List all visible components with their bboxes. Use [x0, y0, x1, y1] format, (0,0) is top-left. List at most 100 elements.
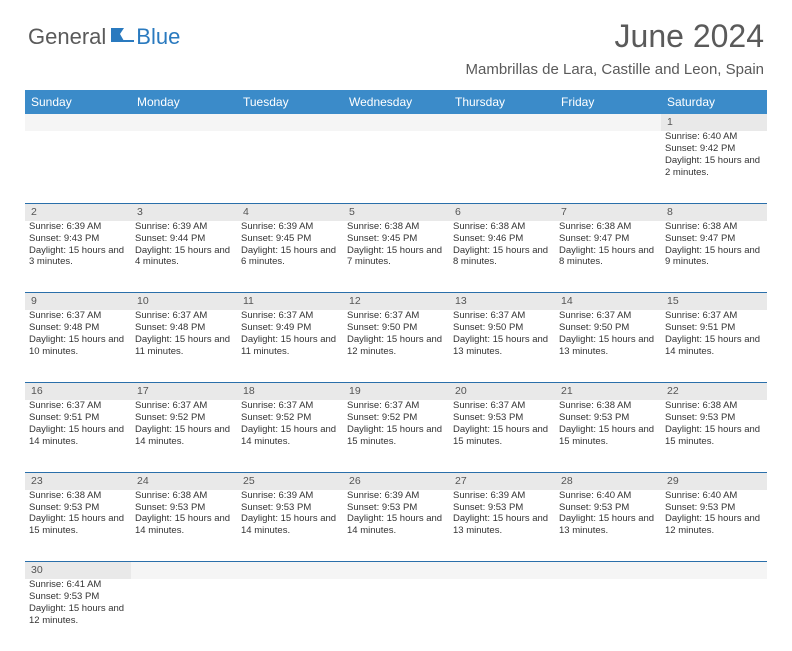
day-number-cell [131, 562, 237, 580]
sunset-line: Sunset: 9:50 PM [453, 322, 551, 334]
sunset-line: Sunset: 9:53 PM [29, 591, 127, 603]
day-detail-cell: Sunrise: 6:39 AMSunset: 9:44 PMDaylight:… [131, 221, 237, 293]
day-detail-row: Sunrise: 6:37 AMSunset: 9:51 PMDaylight:… [25, 400, 767, 472]
day-detail-cell: Sunrise: 6:41 AMSunset: 9:53 PMDaylight:… [25, 579, 131, 651]
day-number-cell [131, 114, 237, 131]
daylight-line: Daylight: 15 hours and 11 minutes. [135, 334, 233, 358]
day-number-cell: 27 [449, 472, 555, 490]
sunrise-line: Sunrise: 6:37 AM [347, 310, 445, 322]
daylight-line: Daylight: 15 hours and 9 minutes. [665, 245, 763, 269]
daylight-line: Daylight: 15 hours and 15 minutes. [347, 424, 445, 448]
sunrise-line: Sunrise: 6:39 AM [135, 221, 233, 233]
day-detail-cell: Sunrise: 6:40 AMSunset: 9:53 PMDaylight:… [555, 490, 661, 562]
daylight-line: Daylight: 15 hours and 7 minutes. [347, 245, 445, 269]
day-detail-cell: Sunrise: 6:40 AMSunset: 9:53 PMDaylight:… [661, 490, 767, 562]
weekday-header: Monday [131, 90, 237, 114]
day-number-cell: 9 [25, 293, 131, 311]
sunrise-line: Sunrise: 6:39 AM [347, 490, 445, 502]
day-detail-cell: Sunrise: 6:38 AMSunset: 9:53 PMDaylight:… [555, 400, 661, 472]
day-detail-cell [237, 579, 343, 651]
daylight-line: Daylight: 15 hours and 12 minutes. [347, 334, 445, 358]
sunrise-line: Sunrise: 6:40 AM [665, 490, 763, 502]
day-number-cell: 15 [661, 293, 767, 311]
weekday-header: Sunday [25, 90, 131, 114]
daylight-line: Daylight: 15 hours and 14 minutes. [29, 424, 127, 448]
sunset-line: Sunset: 9:53 PM [29, 502, 127, 514]
day-detail-cell: Sunrise: 6:37 AMSunset: 9:50 PMDaylight:… [343, 310, 449, 382]
day-number-cell: 13 [449, 293, 555, 311]
day-detail-cell: Sunrise: 6:39 AMSunset: 9:45 PMDaylight:… [237, 221, 343, 293]
day-number-row: 9101112131415 [25, 293, 767, 311]
day-detail-row: Sunrise: 6:38 AM Sunset: 9:53 PM Daylight:… [25, 490, 767, 562]
day-number-cell: 7 [555, 203, 661, 221]
day-number-cell: 12 [343, 293, 449, 311]
day-detail-cell: Sunrise: 6:37 AMSunset: 9:50 PMDaylight:… [555, 310, 661, 382]
day-detail-cell [343, 131, 449, 203]
day-detail-row: Sunrise: 6:37 AMSunset: 9:48 PMDaylight:… [25, 310, 767, 382]
day-detail-cell: Sunrise: 6:38 AMSunset: 9:45 PMDaylight:… [343, 221, 449, 293]
day-number-cell: 3 [131, 203, 237, 221]
day-number-cell [449, 562, 555, 580]
day-number-cell: 5 [343, 203, 449, 221]
weekday-header: Friday [555, 90, 661, 114]
weekday-header: Tuesday [237, 90, 343, 114]
sunrise-line: Sunrise: 6:38 AM [559, 221, 657, 233]
day-detail-row: Sunrise: 6:41 AMSunset: 9:53 PMDaylight:… [25, 579, 767, 651]
daylight-line: Daylight: 15 hours and 13 minutes. [453, 513, 551, 537]
day-number-cell: 28 [555, 472, 661, 490]
day-number-cell: 4 [237, 203, 343, 221]
day-detail-cell: Sunrise: 6:37 AMSunset: 9:49 PMDaylight:… [237, 310, 343, 382]
sunset-line: Sunset: 9:48 PM [135, 322, 233, 334]
sunset-line: Sunset: 9:52 PM [241, 412, 339, 424]
sunset-line: Sunset: 9:51 PM [665, 322, 763, 334]
sunrise-line: Sunrise: 6:37 AM [559, 310, 657, 322]
day-detail-cell: Sunrise: 6:38 AMSunset: 9:53 PMDaylight:… [25, 490, 131, 562]
day-number-cell: 14 [555, 293, 661, 311]
day-detail-cell: Sunrise: 6:38 AMSunset: 9:46 PMDaylight:… [449, 221, 555, 293]
sunset-line: Sunset: 9:53 PM [665, 412, 763, 424]
day-number-cell: 26 [343, 472, 449, 490]
day-detail-cell [661, 579, 767, 651]
logo: General Blue [28, 18, 180, 50]
day-number-cell: 16 [25, 382, 131, 400]
day-number-cell: 2 [25, 203, 131, 221]
sunrise-line: Sunrise: 6:40 AM [665, 131, 763, 143]
daylight-line: Daylight: 15 hours and 12 minutes. [665, 513, 763, 537]
day-detail-cell [449, 579, 555, 651]
day-detail-cell: Sunrise: 6:37 AMSunset: 9:52 PMDaylight:… [237, 400, 343, 472]
sunset-line: Sunset: 9:42 PM [665, 143, 763, 155]
day-number-cell: 10 [131, 293, 237, 311]
sunrise-line: Sunrise: 6:38 AM [347, 221, 445, 233]
day-detail-cell: Sunrise: 6:37 AMSunset: 9:53 PMDaylight:… [449, 400, 555, 472]
sunset-line: Sunset: 9:52 PM [347, 412, 445, 424]
day-number-cell: 23 [25, 472, 131, 490]
daylight-line: Daylight: 15 hours and 10 minutes. [29, 334, 127, 358]
day-number-row: 1 [25, 114, 767, 131]
day-detail-cell: Sunrise: 6:38 AMSunset: 9:47 PMDaylight:… [555, 221, 661, 293]
day-number-cell [343, 114, 449, 131]
day-number-cell [343, 562, 449, 580]
daylight-line: Daylight: 15 hours and 15 minutes. [453, 424, 551, 448]
day-detail-cell: Sunrise: 6:37 AMSunset: 9:52 PMDaylight:… [343, 400, 449, 472]
sunset-line: Sunset: 9:48 PM [29, 322, 127, 334]
sunrise-line: Sunrise: 6:40 AM [559, 490, 657, 502]
sunrise-line: Sunrise: 6:37 AM [241, 310, 339, 322]
sunset-line: Sunset: 9:52 PM [135, 412, 233, 424]
sunrise-line: Sunrise: 6:37 AM [665, 310, 763, 322]
location-subtitle: Mambrillas de Lara, Castille and Leon, S… [466, 61, 765, 78]
daylight-line: Daylight: 15 hours and 3 minutes. [29, 245, 127, 269]
day-detail-cell: Sunrise: 6:37 AMSunset: 9:51 PMDaylight:… [661, 310, 767, 382]
day-detail-cell: Sunrise: 6:37 AMSunset: 9:52 PMDaylight:… [131, 400, 237, 472]
sunset-line: Sunset: 9:47 PM [559, 233, 657, 245]
sunset-line: Sunset: 9:43 PM [29, 233, 127, 245]
daylight-line: Daylight: 15 hours and 14 minutes. [135, 513, 233, 537]
day-detail-cell: Sunrise: 6:38 AMSunset: 9:53 PMDaylight:… [131, 490, 237, 562]
day-detail-cell [343, 579, 449, 651]
day-detail-cell [555, 131, 661, 203]
day-detail-cell [237, 131, 343, 203]
sunrise-line: Sunrise: 6:37 AM [29, 310, 127, 322]
sunset-line: Sunset: 9:53 PM [453, 412, 551, 424]
day-number-cell: 25 [237, 472, 343, 490]
day-detail-cell: Sunrise: 6:37 AMSunset: 9:51 PMDaylight:… [25, 400, 131, 472]
sunrise-line: Sunrise: 6:38 AM [135, 490, 233, 502]
